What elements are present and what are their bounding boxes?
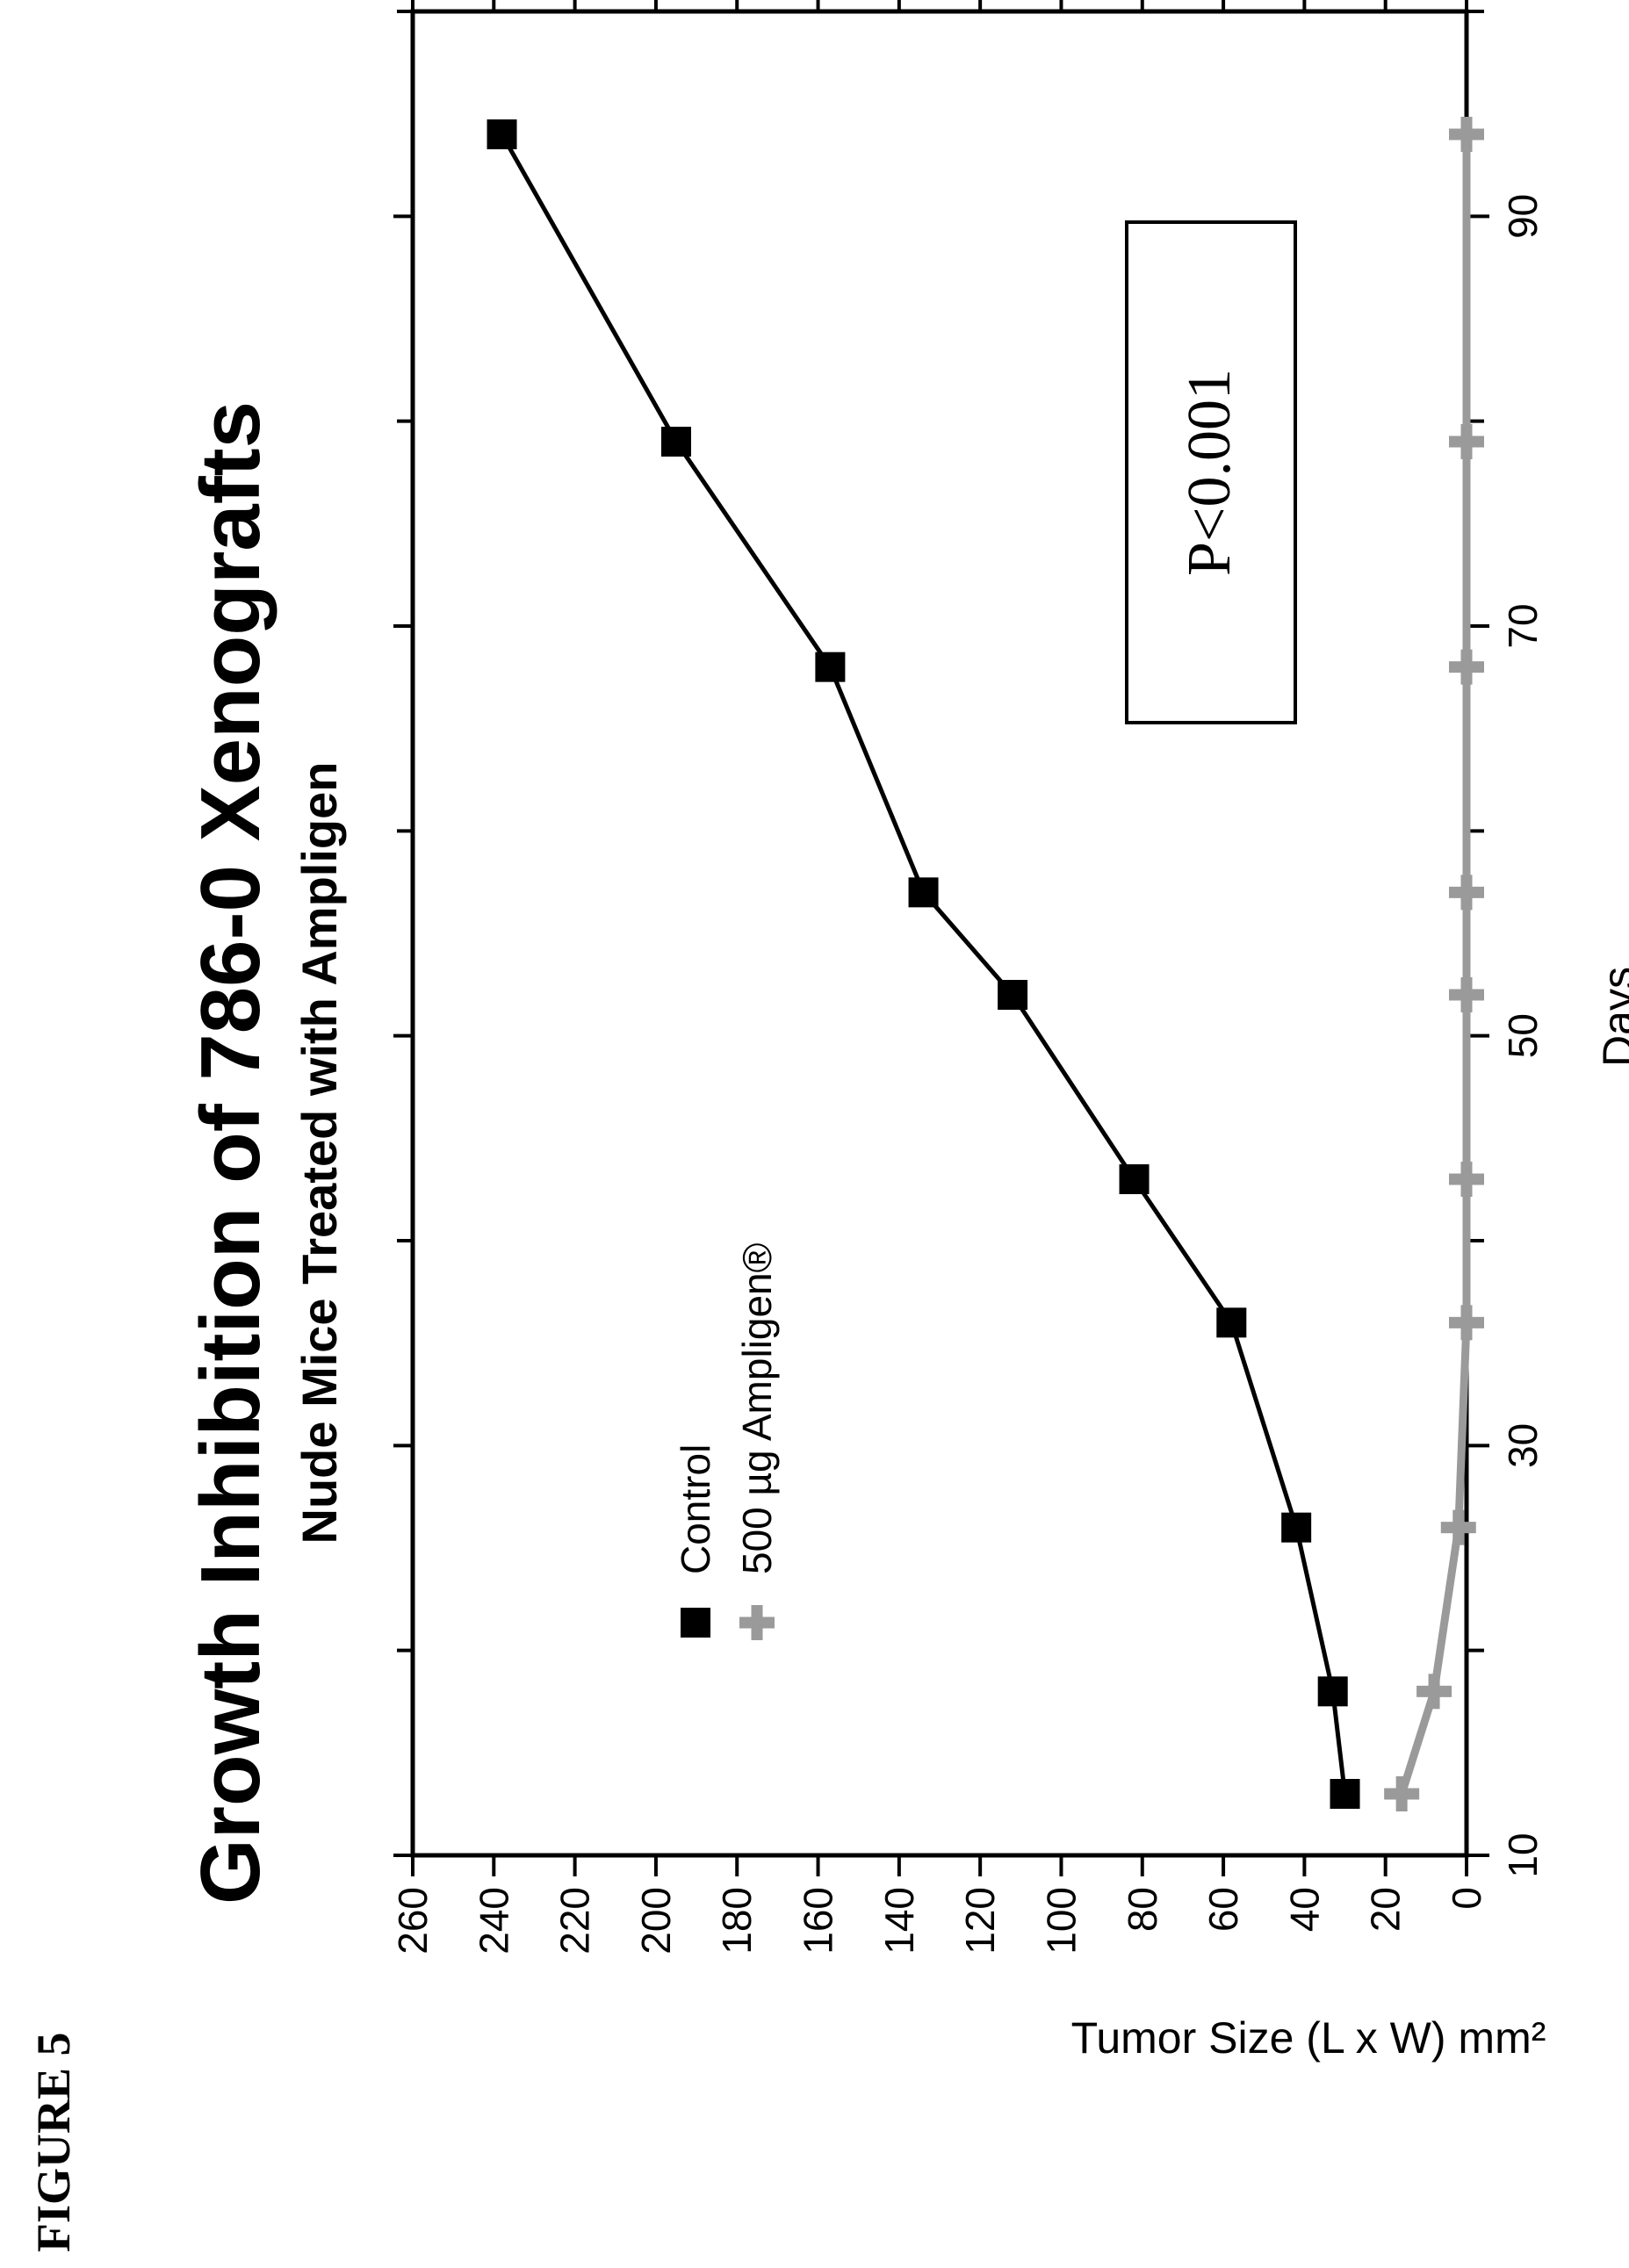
annotation-text: P<0.001 — [1176, 369, 1243, 576]
data-point-ampligen — [1449, 977, 1484, 1012]
y-tick-label: 80 — [1120, 1887, 1165, 1932]
data-point-control — [998, 980, 1028, 1010]
data-point-ampligen — [1440, 1509, 1476, 1545]
chart-title: Growth Inhibition of 786-0 Xenografts — [184, 401, 278, 1904]
data-point-ampligen — [1449, 117, 1484, 152]
y-tick-label: 220 — [552, 1887, 598, 1955]
data-point-control — [1216, 1307, 1247, 1338]
y-tick-label: 240 — [471, 1887, 516, 1955]
data-point-ampligen — [1449, 875, 1484, 911]
series-layer — [487, 117, 1484, 1811]
legend-marker-ampligen — [739, 1605, 775, 1640]
x-axis-label: Days — [1594, 967, 1629, 1067]
data-point-ampligen — [1449, 1305, 1484, 1341]
data-point-control — [661, 427, 691, 457]
legend-label-ampligen: 500 µg Ampligen® — [734, 1242, 780, 1574]
data-point-control — [1330, 1779, 1360, 1809]
y-tick-label: 140 — [876, 1887, 922, 1955]
data-point-control — [1281, 1512, 1312, 1543]
chart-subtitle: Nude Mice Treated with Ampligen — [292, 762, 347, 1544]
series-line-ampligen — [1397, 134, 1471, 1796]
y-tick-label: 20 — [1363, 1887, 1409, 1932]
y-tick-label: 40 — [1281, 1887, 1327, 1932]
data-point-ampligen — [1416, 1674, 1452, 1710]
x-tick-label: 30 — [1500, 1423, 1546, 1468]
data-point-control — [815, 652, 846, 682]
y-tick-label: 0 — [1444, 1887, 1489, 1910]
data-point-ampligen — [1449, 424, 1484, 459]
x-tick-label: 70 — [1500, 603, 1546, 648]
legend-marker-control — [681, 1608, 710, 1638]
data-point-ampligen — [1449, 1162, 1484, 1197]
annotation-box — [1125, 220, 1297, 724]
data-point-ampligen — [1449, 649, 1484, 685]
y-tick-label: 120 — [957, 1887, 1003, 1955]
y-tick-label: 200 — [633, 1887, 679, 1955]
y-tick-label: 260 — [390, 1887, 436, 1955]
data-point-ampligen — [1384, 1776, 1420, 1811]
legend-label-control: Control — [673, 1444, 718, 1574]
data-point-control — [1317, 1676, 1348, 1707]
x-tick-label: 50 — [1500, 1013, 1546, 1058]
y-tick-label: 160 — [796, 1887, 841, 1955]
legend: Control 500 µg Ampligen® — [673, 1242, 780, 1640]
data-point-control — [1119, 1164, 1150, 1194]
series-line-control — [500, 133, 1347, 1795]
y-tick-label: 100 — [1038, 1887, 1084, 1955]
data-point-control — [908, 877, 939, 908]
axis-ticks: 10 30 50 70 90 0 20 40 60 80 100 120 140 160 180 200 220… — [390, 0, 1546, 1955]
y-tick-label: 60 — [1200, 1887, 1246, 1932]
data-point-control — [487, 119, 517, 149]
x-tick-label: 90 — [1500, 194, 1546, 239]
y-axis-label: Tumor Size (L x W) mm² — [1071, 2013, 1546, 2063]
y-tick-label: 180 — [714, 1887, 760, 1955]
x-tick-label: 10 — [1500, 1832, 1546, 1877]
